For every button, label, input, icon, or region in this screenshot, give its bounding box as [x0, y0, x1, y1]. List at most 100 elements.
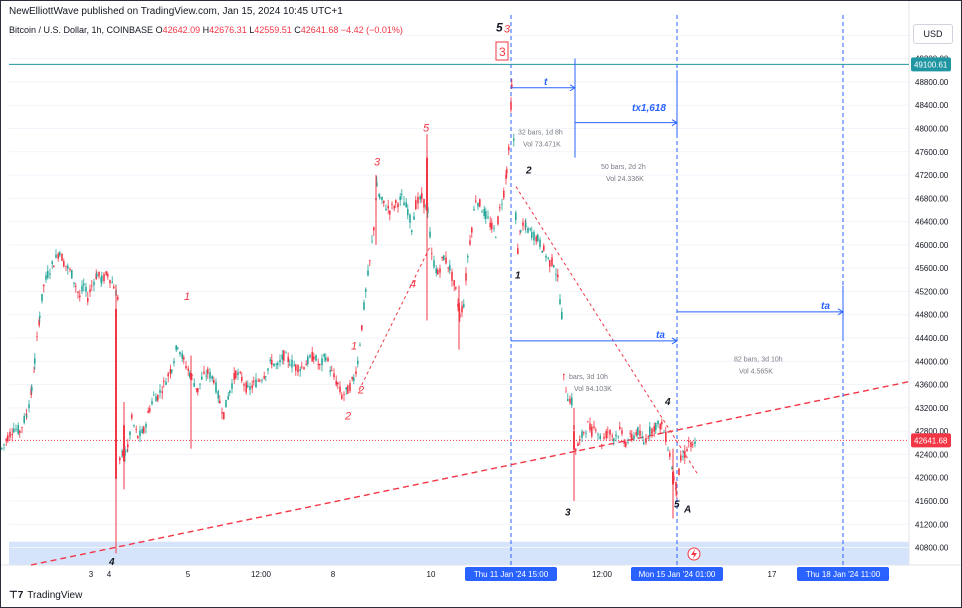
candle-body: [273, 363, 275, 367]
candle-body: [581, 431, 583, 438]
candle-body: [569, 398, 571, 404]
measure-info: bars, 3d 10h: [569, 374, 608, 381]
candle-body: [589, 423, 591, 431]
candle-body: [271, 359, 273, 366]
candle-body: [87, 297, 89, 302]
candle-body: [75, 286, 77, 288]
candle-body: [261, 380, 263, 381]
y-tick-label: 48800.00: [915, 78, 949, 87]
candle-body: [275, 363, 277, 365]
high-label: H: [202, 25, 210, 35]
last-price-tag: [911, 433, 951, 448]
candle-body: [367, 270, 369, 276]
candle-body: [553, 265, 555, 267]
candle-body: [417, 197, 419, 204]
y-tick-label: 40800.00: [915, 544, 949, 553]
currency-button[interactable]: USD: [913, 24, 953, 44]
candle-body: [501, 203, 503, 205]
candle-body: [34, 358, 36, 364]
candle-body: [26, 416, 28, 418]
candle-body: [69, 269, 71, 270]
candle-body: [187, 368, 189, 371]
candle-body: [145, 424, 147, 428]
candle-body: [167, 373, 169, 377]
symbol-legend: Bitcoin / U.S. Dollar, 1h, COINBASE O426…: [9, 25, 403, 35]
candle-body: [403, 202, 405, 206]
wave-label-black: 4: [108, 557, 115, 568]
candle-body: [359, 344, 361, 346]
boxed-wave-label: 3: [499, 45, 506, 59]
candle-body: [625, 441, 627, 447]
y-tick-label: 41600.00: [915, 497, 949, 506]
candle-body: [243, 384, 245, 386]
candle-body: [175, 345, 177, 350]
candle-body: [193, 383, 195, 387]
candle-body: [173, 361, 175, 364]
candle-body: [694, 441, 696, 444]
candle-body: [169, 369, 172, 374]
candle-body: [429, 231, 431, 238]
candle-body: [61, 254, 63, 261]
measure-label-tx: tx1,618: [632, 103, 666, 114]
candle-body: [113, 286, 115, 289]
candle-body: [471, 227, 473, 233]
y-tick-label: 48000.00: [915, 124, 949, 133]
spike-body: [672, 471, 674, 485]
candle-body: [213, 380, 215, 384]
candle-body: [571, 397, 573, 406]
candle-body: [485, 211, 487, 219]
candle-body: [531, 232, 533, 238]
footer-brand: ⊤7 TradingView: [9, 590, 82, 601]
candle-body: [291, 359, 293, 368]
candle-body: [96, 273, 98, 278]
spike-body: [123, 425, 125, 462]
y-tick-label: 46800.00: [915, 194, 949, 203]
candle-body: [279, 360, 281, 363]
candle-body: [299, 369, 301, 372]
candle-body: [395, 200, 397, 204]
candle-body: [301, 366, 303, 368]
candle-body: [441, 256, 443, 259]
candle-body: [135, 428, 137, 430]
y-tick-label: 47200.00: [915, 171, 949, 180]
candle-body: [321, 358, 323, 366]
candle-body: [551, 257, 553, 266]
candle-body: [369, 260, 371, 261]
candle-body: [309, 355, 311, 358]
candle-body: [83, 283, 85, 286]
candle-body: [413, 216, 415, 220]
candle-body: [669, 452, 671, 457]
candle-body: [101, 275, 103, 282]
candle-body: [335, 380, 337, 385]
candle-body: [349, 383, 351, 392]
candle-body: [239, 372, 241, 374]
candle-body: [651, 428, 653, 434]
candle-body: [253, 381, 255, 382]
candle-body: [399, 196, 401, 201]
candle-body: [421, 193, 423, 200]
falling-channel-line: [515, 186, 699, 476]
candle-body: [98, 271, 100, 277]
candle-body: [365, 289, 367, 292]
candle-body: [103, 274, 105, 282]
candle-body: [91, 285, 93, 287]
boxed-wave-frame: [495, 41, 509, 61]
candle-body: [251, 385, 253, 389]
time-tag: [631, 567, 723, 581]
candle-body: [231, 383, 233, 389]
candle-body: [419, 196, 421, 200]
change-value: −4.42 (−0.01%): [340, 25, 403, 35]
candle-body: [28, 404, 30, 409]
candle-body: [11, 433, 13, 436]
candle-body: [609, 430, 611, 435]
candle-body: [289, 364, 291, 366]
candle-body: [423, 198, 425, 208]
spike-body: [115, 308, 117, 479]
x-tick-label: 12:00: [592, 570, 613, 579]
candle-body: [692, 444, 694, 446]
candle-body: [15, 428, 17, 431]
candle-body: [409, 214, 411, 223]
x-tick-label: 5: [186, 570, 191, 579]
time-tag-text: Thu 11 Jan '24 15:00: [474, 570, 549, 579]
